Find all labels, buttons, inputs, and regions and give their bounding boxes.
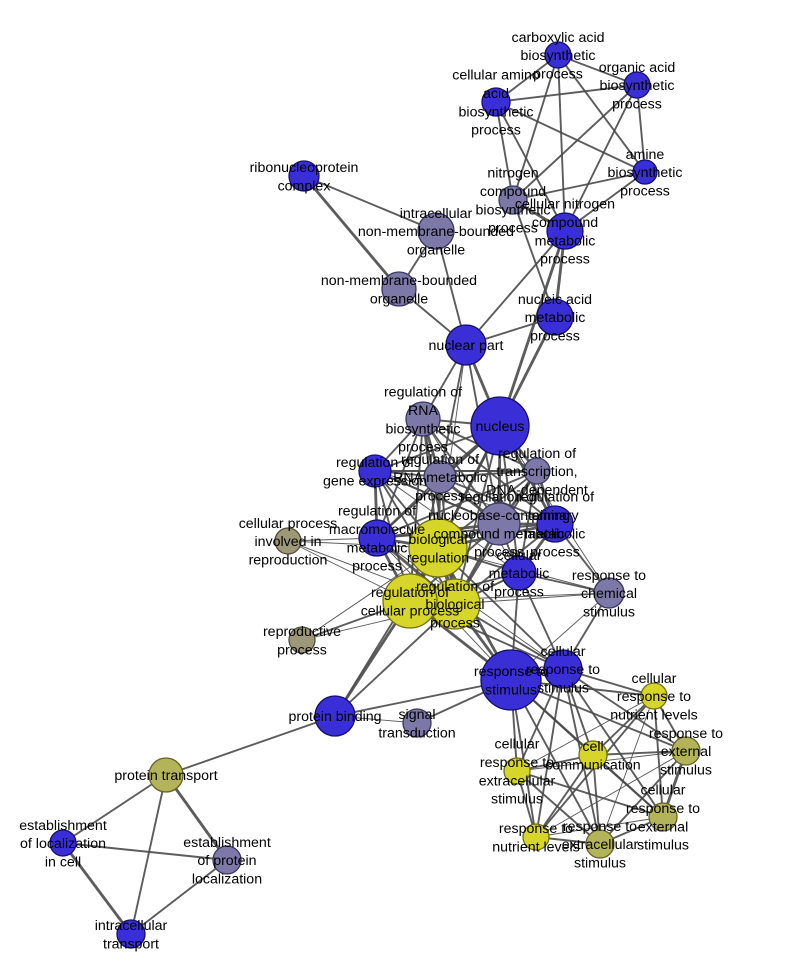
svg-text:cellular: cellular: [541, 644, 586, 660]
svg-text:intracellular: intracellular: [400, 206, 473, 222]
svg-text:compound: compound: [532, 215, 598, 231]
svg-text:biosynthetic: biosynthetic: [459, 104, 534, 120]
svg-text:establishment: establishment: [19, 818, 107, 834]
svg-text:extracellular: extracellular: [479, 773, 556, 789]
svg-text:process: process: [533, 66, 583, 82]
svg-text:response to: response to: [526, 662, 600, 678]
svg-text:external: external: [661, 744, 711, 760]
svg-text:in cell: in cell: [45, 854, 81, 870]
svg-text:involved in: involved in: [254, 534, 321, 550]
svg-text:metabolic: metabolic: [489, 566, 550, 582]
svg-text:response to: response to: [572, 568, 646, 584]
svg-text:cellular: cellular: [497, 548, 542, 564]
svg-text:response to: response to: [649, 726, 723, 742]
svg-text:protein binding: protein binding: [288, 709, 381, 725]
svg-text:regulation of: regulation of: [498, 446, 576, 462]
svg-text:localization: localization: [192, 871, 262, 887]
svg-text:stimulus: stimulus: [583, 604, 635, 620]
svg-text:non-membrane-bounded: non-membrane-bounded: [358, 224, 514, 240]
svg-text:organelle: organelle: [370, 291, 428, 307]
svg-text:primary: primary: [531, 508, 579, 524]
svg-text:metabolic: metabolic: [525, 310, 586, 326]
svg-text:regulation of: regulation of: [384, 385, 462, 401]
svg-text:of localization: of localization: [20, 836, 106, 852]
svg-text:response to: response to: [617, 689, 691, 705]
svg-text:extracellular: extracellular: [562, 837, 639, 853]
svg-text:RNA: RNA: [408, 403, 438, 419]
svg-text:RNA metabolic: RNA metabolic: [393, 470, 487, 486]
svg-text:process: process: [612, 96, 662, 112]
svg-text:cellular nitrogen: cellular nitrogen: [515, 197, 615, 213]
svg-text:process: process: [277, 642, 327, 658]
svg-text:external: external: [638, 819, 688, 835]
svg-text:response to: response to: [480, 755, 554, 771]
svg-text:biosynthetic: biosynthetic: [521, 48, 596, 64]
svg-text:biosynthetic: biosynthetic: [600, 78, 675, 94]
svg-text:transduction: transduction: [378, 725, 455, 741]
svg-text:regulation: regulation: [407, 550, 469, 566]
svg-text:metabolic: metabolic: [525, 526, 586, 542]
svg-text:process: process: [620, 183, 670, 199]
svg-text:regulation of: regulation of: [338, 504, 416, 520]
svg-text:cellular process: cellular process: [239, 516, 338, 532]
svg-text:metabolic: metabolic: [535, 233, 596, 249]
svg-text:transport: transport: [103, 936, 159, 952]
svg-text:regulation of: regulation of: [371, 585, 449, 601]
svg-text:biosynthetic: biosynthetic: [608, 165, 683, 181]
svg-text:stimulus: stimulus: [660, 762, 712, 778]
svg-text:organic acid: organic acid: [599, 60, 676, 76]
svg-text:process: process: [415, 488, 465, 504]
svg-text:protein transport: protein transport: [114, 768, 217, 784]
svg-text:biological: biological: [408, 532, 467, 548]
svg-text:response to: response to: [563, 819, 637, 835]
svg-text:cell: cell: [582, 739, 603, 755]
svg-text:amine: amine: [626, 147, 665, 163]
svg-text:reproduction: reproduction: [249, 552, 328, 568]
svg-text:cellular process: cellular process: [361, 603, 460, 619]
svg-text:process: process: [471, 123, 521, 139]
svg-text:biosynthetic: biosynthetic: [386, 421, 461, 437]
svg-text:transcription,: transcription,: [496, 464, 577, 480]
svg-text:process: process: [352, 559, 402, 575]
svg-text:process: process: [494, 584, 544, 600]
svg-text:nucleic acid: nucleic acid: [518, 292, 592, 308]
svg-text:intracellular: intracellular: [95, 918, 168, 934]
svg-text:stimulus: stimulus: [485, 682, 537, 698]
svg-text:cellular amino: cellular amino: [452, 68, 540, 84]
svg-text:of protein: of protein: [197, 853, 256, 869]
svg-text:stimulus: stimulus: [491, 792, 543, 808]
svg-text:regulation of: regulation of: [401, 452, 479, 468]
svg-text:non-membrane-bounded: non-membrane-bounded: [321, 273, 477, 289]
svg-text:metabolic: metabolic: [347, 540, 408, 556]
svg-text:regulation of: regulation of: [516, 490, 594, 506]
svg-text:response to: response to: [626, 801, 700, 817]
svg-text:signal: signal: [398, 707, 435, 723]
svg-text:chemical: chemical: [581, 586, 637, 602]
svg-text:cellular: cellular: [632, 671, 677, 687]
svg-text:nitrogen: nitrogen: [487, 166, 538, 182]
svg-text:carboxylic acid: carboxylic acid: [511, 30, 604, 46]
svg-text:stimulus: stimulus: [574, 855, 626, 871]
svg-text:stimulus: stimulus: [637, 838, 689, 854]
svg-text:complex: complex: [278, 178, 331, 194]
svg-text:nutrient levels: nutrient levels: [610, 707, 698, 723]
svg-text:nuclear part: nuclear part: [429, 338, 504, 354]
svg-text:establishment: establishment: [183, 835, 271, 851]
svg-text:ribonucleoprotein: ribonucleoprotein: [250, 160, 359, 176]
svg-text:communication: communication: [545, 757, 640, 773]
svg-text:stimulus: stimulus: [537, 680, 589, 696]
svg-text:organelle: organelle: [407, 242, 465, 258]
svg-text:acid: acid: [483, 86, 509, 102]
svg-text:nucleus: nucleus: [476, 419, 525, 435]
svg-text:cellular: cellular: [495, 737, 540, 753]
svg-text:cellular: cellular: [641, 783, 686, 799]
svg-text:reproductive: reproductive: [263, 624, 341, 640]
svg-text:process: process: [540, 252, 590, 268]
svg-text:process: process: [530, 328, 580, 344]
